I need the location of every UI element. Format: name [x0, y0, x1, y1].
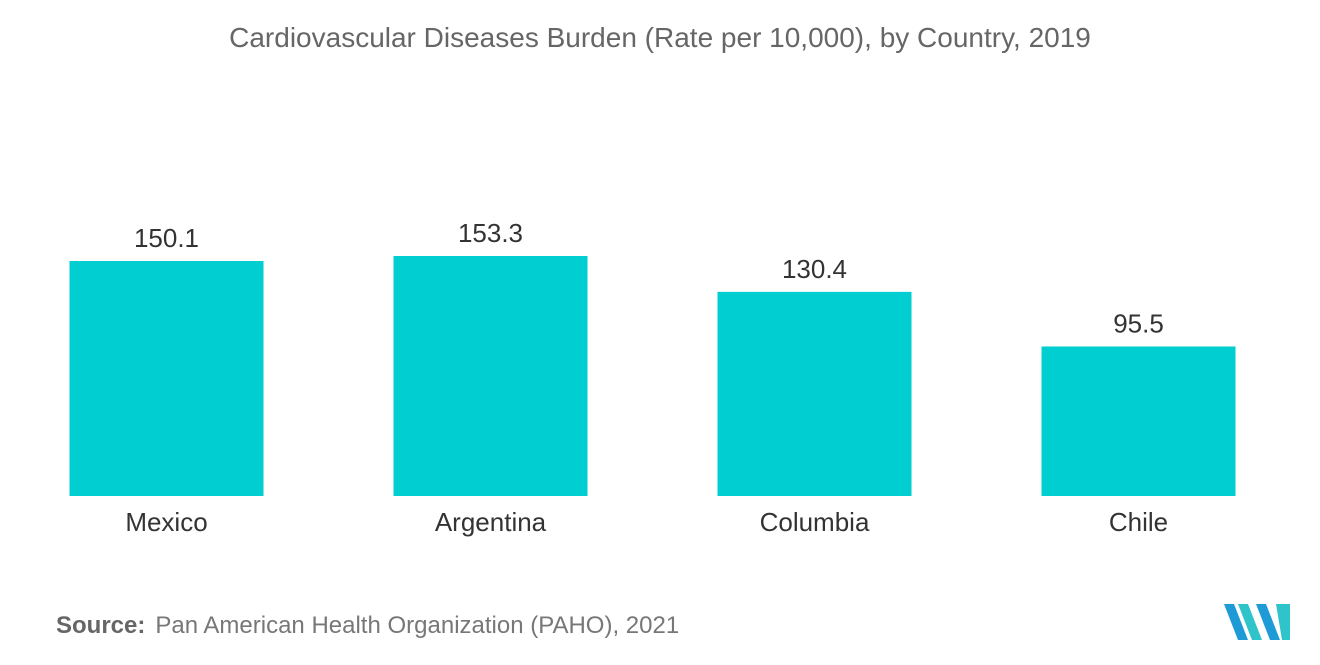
- source-note: Source: Pan American Health Organization …: [56, 612, 679, 640]
- bar-columbia: [717, 291, 912, 496]
- bar-chile: [1041, 346, 1236, 496]
- bar-argentina: [393, 256, 588, 496]
- bar-chart: 150.1 Mexico 153.3 Argentina 130.4 Columbia 95…: [69, 218, 1236, 537]
- source-label: Source:: [56, 612, 146, 639]
- logo-shape-right: [1276, 604, 1290, 640]
- bar-mexico: [69, 261, 264, 496]
- mordor-intelligence-logo-icon: [1224, 604, 1290, 640]
- logo-shape-left: [1224, 604, 1248, 640]
- value-label-chile: 95.5: [1113, 308, 1164, 338]
- source-text: Pan American Health Organization (PAHO),…: [155, 612, 680, 639]
- value-label-mexico: 150.1: [134, 223, 199, 253]
- category-label-argentina: Argentina: [435, 507, 547, 537]
- value-label-argentina: 153.3: [458, 218, 523, 248]
- logo-shape-mid-left: [1238, 604, 1262, 640]
- chart-title: Cardiovascular Diseases Burden (Rate per…: [229, 22, 1091, 53]
- category-label-columbia: Columbia: [760, 507, 870, 537]
- value-label-columbia: 130.4: [782, 254, 847, 284]
- logo-shape-mid-right: [1256, 604, 1280, 640]
- category-label-chile: Chile: [1109, 507, 1168, 537]
- category-label-mexico: Mexico: [125, 507, 207, 537]
